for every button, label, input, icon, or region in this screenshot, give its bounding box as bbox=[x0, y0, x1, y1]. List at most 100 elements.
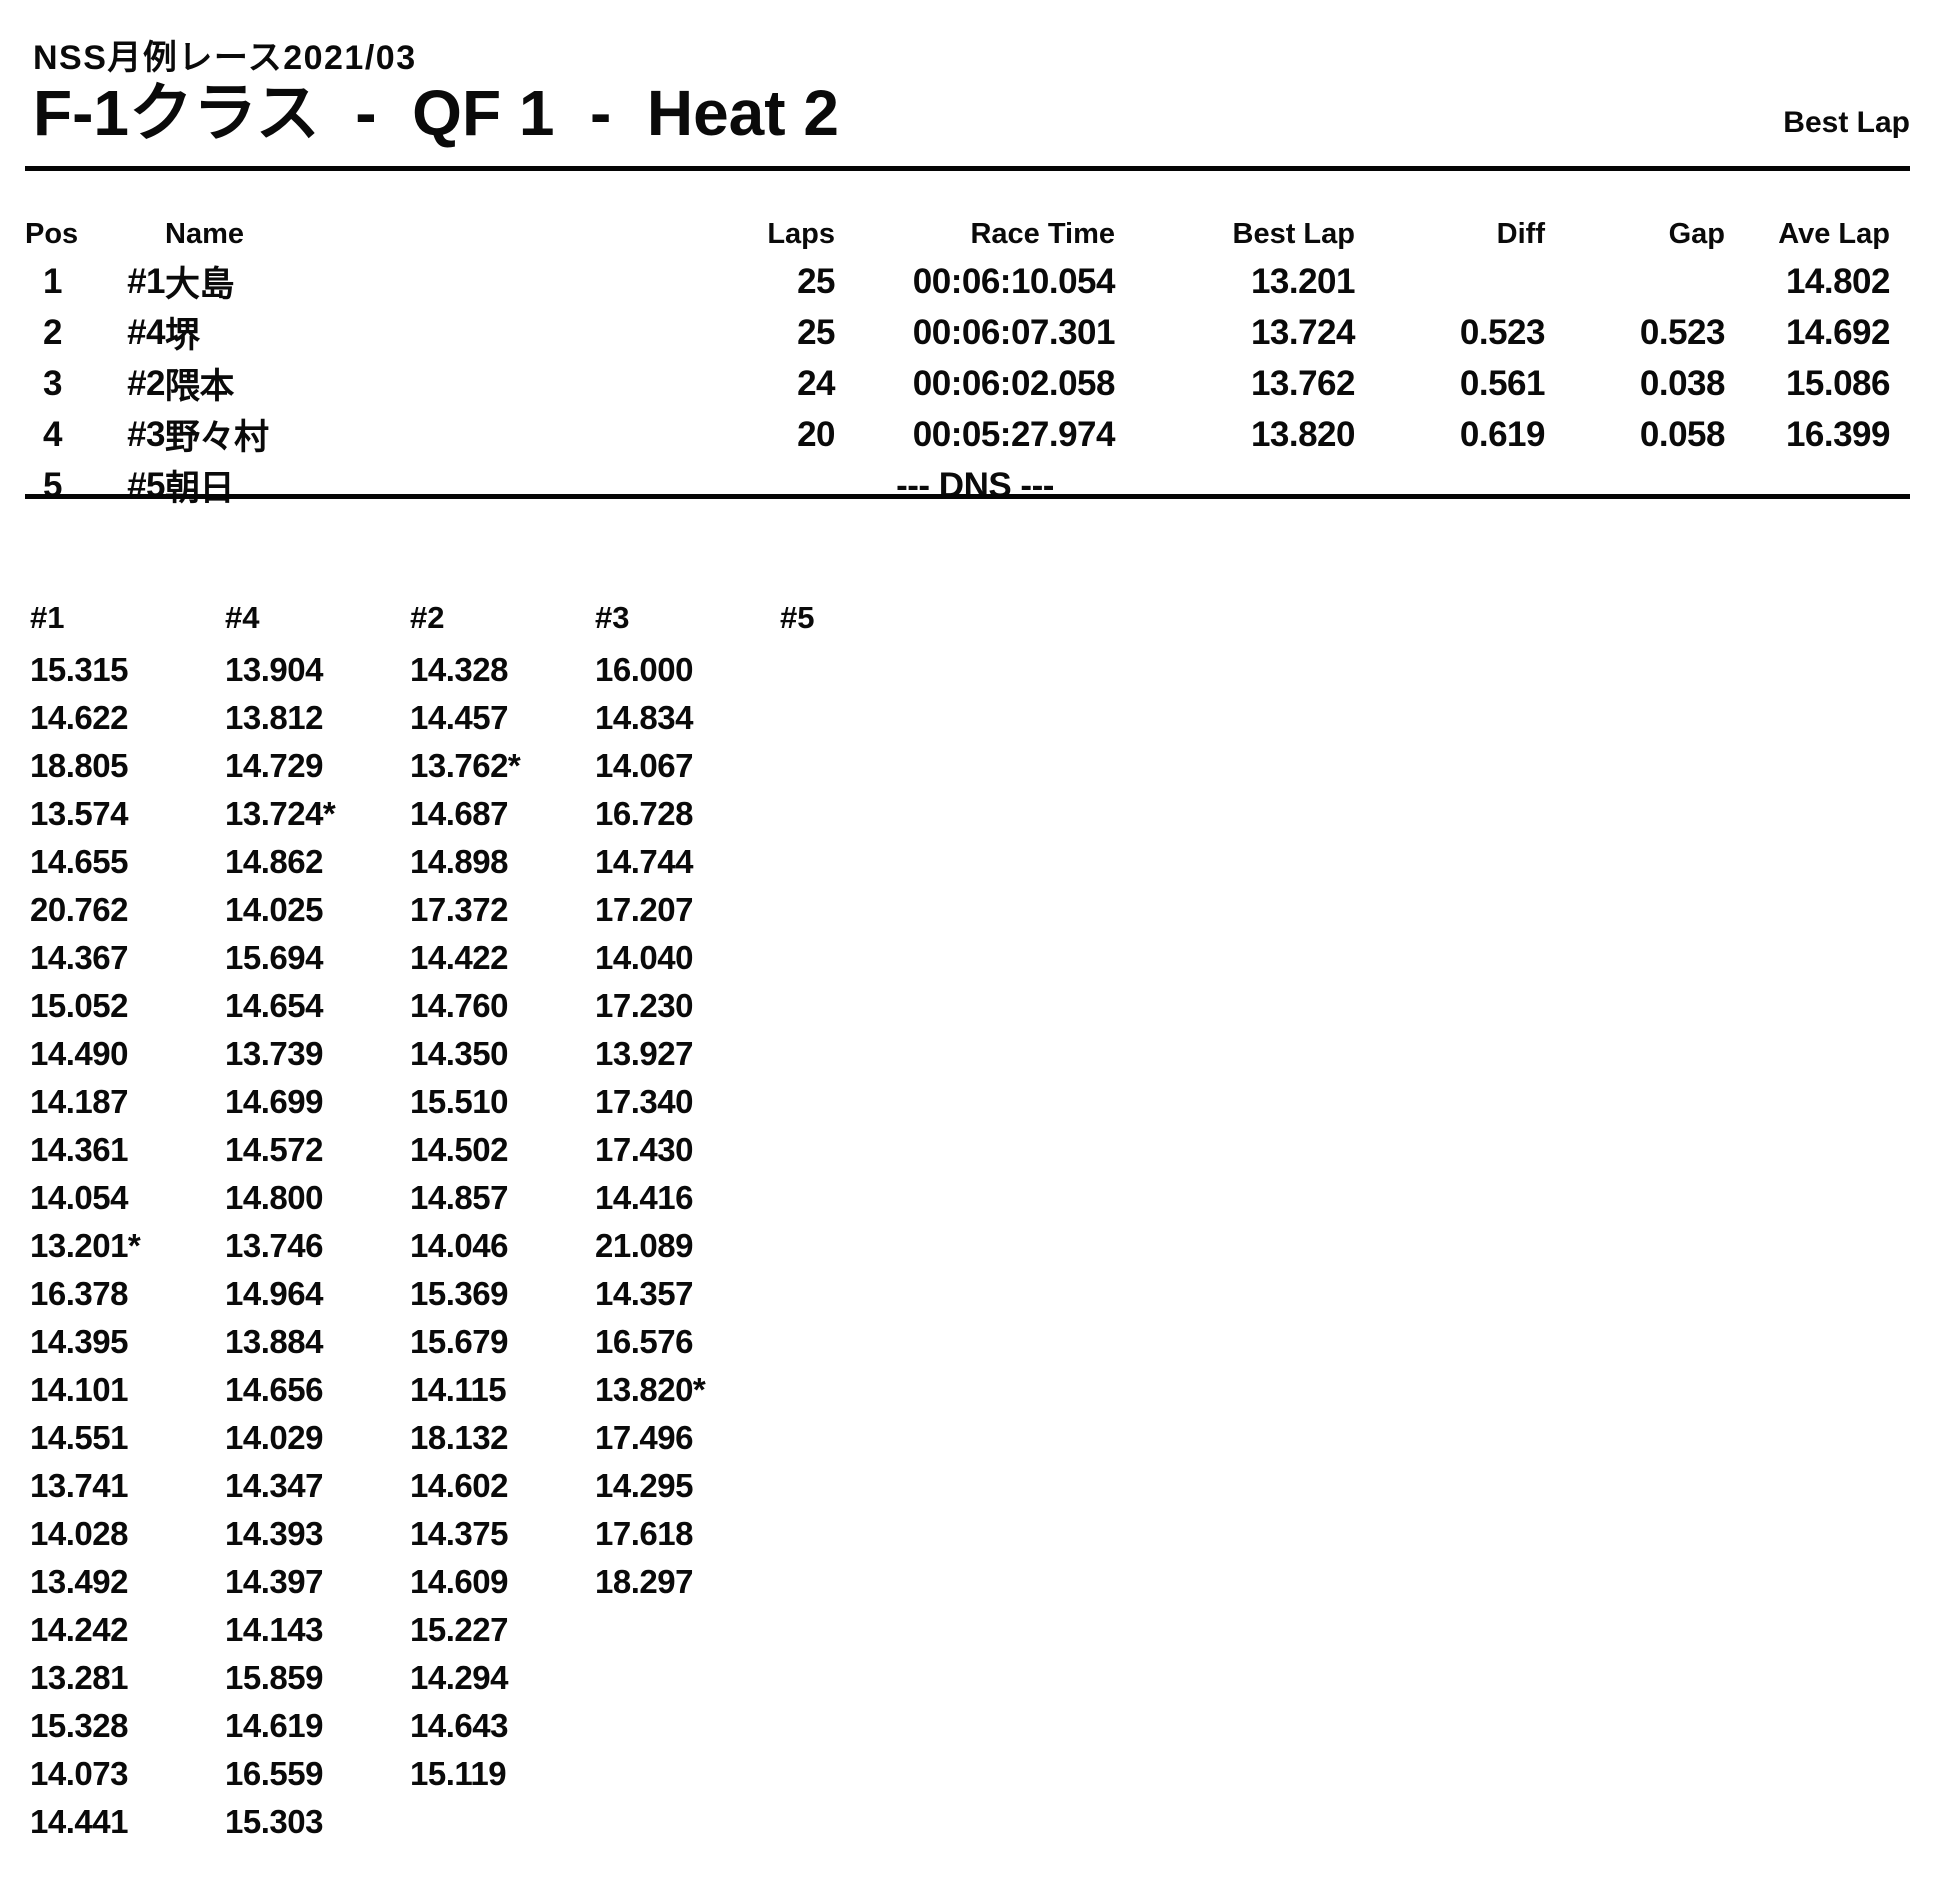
lap-time: 13.746 bbox=[225, 1227, 323, 1264]
lap-time: 14.295 bbox=[595, 1467, 693, 1504]
results-table: Pos Name Laps Race Time Best Lap Diff Ga… bbox=[25, 212, 1891, 511]
lap-time: 14.115 bbox=[410, 1371, 507, 1408]
lap-time: 17.340 bbox=[595, 1083, 693, 1120]
results-table-body: 1 #1 大島 25 00:06:10.054 13.201 14.802 2 #4 堺 25 00:… bbox=[25, 256, 1890, 511]
cell-ave-lap: 16.399 bbox=[1785, 414, 1891, 454]
lap-time: 14.699 bbox=[225, 1083, 323, 1120]
lap-time: 17.618 bbox=[595, 1515, 693, 1552]
lap-time: 13.762* bbox=[410, 747, 521, 784]
result-row: 4 #3 野々村 20 00:05:27.974 13.820 0.619 0.058 16.3… bbox=[25, 409, 1890, 460]
lap-time: 14.029 bbox=[225, 1419, 323, 1456]
lap-time: 15.694 bbox=[225, 939, 323, 976]
lap-time: 14.687 bbox=[410, 795, 508, 832]
lap-time: 13.904 bbox=[225, 651, 323, 688]
lap-time: 14.422 bbox=[410, 939, 508, 976]
divider-top bbox=[25, 166, 1910, 171]
cell-best-lap: 13.762 bbox=[1250, 363, 1356, 403]
cell-best-lap: 13.201 bbox=[1250, 261, 1356, 301]
col-header-ave-lap: Ave Lap bbox=[1778, 217, 1890, 250]
lap-time: 14.073 bbox=[30, 1755, 128, 1792]
lap-column-header: #3 bbox=[595, 600, 630, 635]
cell-name: 大島 bbox=[165, 265, 235, 304]
cell-gap bbox=[1545, 256, 1725, 307]
lap-time: 14.656 bbox=[225, 1371, 323, 1408]
cell-car: #3 bbox=[127, 414, 165, 454]
lap-time: 13.492 bbox=[30, 1563, 128, 1600]
lap-time: 14.834 bbox=[595, 699, 693, 736]
lap-time: 14.490 bbox=[30, 1035, 128, 1072]
lap-time: 14.361 bbox=[30, 1131, 128, 1168]
lap-column-header: #1 bbox=[30, 600, 65, 635]
lap-time: 14.441 bbox=[30, 1803, 128, 1840]
result-row: 5 #5 朝日 --- DNS --- bbox=[25, 460, 1890, 511]
result-row: 1 #1 大島 25 00:06:10.054 13.201 14.802 bbox=[25, 256, 1890, 307]
result-row: 2 #4 堺 25 00:06:07.301 13.724 0.523 0.523 14.692 bbox=[25, 307, 1890, 358]
cell-pos: 3 bbox=[43, 363, 62, 403]
lap-time: 14.416 bbox=[595, 1179, 693, 1216]
lap-column-header: #2 bbox=[410, 600, 445, 635]
lap-time: 16.728 bbox=[595, 795, 693, 832]
cell-gap: 0.058 bbox=[1639, 414, 1726, 454]
lap-time: 17.207 bbox=[595, 891, 693, 928]
cell-name: 朝日 bbox=[165, 469, 235, 508]
lap-column-header: #5 bbox=[780, 600, 815, 635]
lap-time: 14.862 bbox=[225, 843, 323, 880]
lap-time: 14.602 bbox=[410, 1467, 508, 1504]
cell-laps: 25 bbox=[797, 261, 835, 301]
cell-gap bbox=[1545, 460, 1725, 511]
cell-ave-lap: 14.692 bbox=[1785, 312, 1891, 352]
cell-car: #5 bbox=[127, 465, 165, 505]
cell-car: #1 bbox=[127, 261, 165, 301]
lap-time: 18.805 bbox=[30, 747, 128, 784]
lap-time: 14.187 bbox=[30, 1083, 128, 1120]
cell-name: 野々村 bbox=[165, 418, 269, 457]
lap-time: 14.350 bbox=[410, 1035, 508, 1072]
lap-column-2: #2 14.328 14.457 13.762* 14.687 14.898 17.372 1… bbox=[410, 596, 602, 1798]
lap-time: 14.551 bbox=[30, 1419, 128, 1456]
corner-best-lap-label: Best Lap bbox=[1783, 106, 1910, 139]
col-header-car bbox=[80, 212, 165, 256]
cell-best-lap: 13.820 bbox=[1250, 414, 1356, 454]
event-title: NSS月例レース2021/03 bbox=[33, 39, 417, 77]
lap-column-header: #4 bbox=[225, 600, 260, 635]
results-header-row: Pos Name Laps Race Time Best Lap Diff Ga… bbox=[25, 212, 1890, 256]
lap-time: 14.028 bbox=[30, 1515, 128, 1552]
lap-time: 15.119 bbox=[410, 1755, 507, 1792]
lap-time: 14.328 bbox=[410, 651, 508, 688]
col-header-laps: Laps bbox=[767, 217, 835, 250]
lap-time: 13.820* bbox=[595, 1371, 706, 1408]
lap-time: 15.315 bbox=[30, 651, 128, 688]
lap-time: 14.395 bbox=[30, 1323, 128, 1360]
lap-time: 17.430 bbox=[595, 1131, 693, 1168]
lap-time: 14.046 bbox=[410, 1227, 508, 1264]
lap-time: 14.729 bbox=[225, 747, 323, 784]
lap-time: 14.857 bbox=[410, 1179, 508, 1216]
cell-best-lap: 13.724 bbox=[1250, 312, 1356, 352]
cell-ave-lap: 14.802 bbox=[1785, 261, 1891, 301]
lap-time: 20.762 bbox=[30, 891, 128, 928]
lap-column-5: #5 bbox=[780, 596, 972, 646]
divider-bottom bbox=[25, 494, 1910, 499]
lap-time: 14.760 bbox=[410, 987, 508, 1024]
cell-laps bbox=[670, 460, 835, 511]
lap-time: 15.052 bbox=[30, 987, 128, 1024]
lap-column-1: #1 15.315 14.622 18.805 13.574 14.655 20.762 14… bbox=[30, 596, 222, 1846]
lap-time: 14.397 bbox=[225, 1563, 323, 1600]
lap-column-3: #3 16.000 14.834 14.067 16.728 14.744 17.207 14… bbox=[595, 596, 787, 1606]
lap-time: 15.227 bbox=[410, 1611, 508, 1648]
lap-time: 14.654 bbox=[225, 987, 323, 1024]
lap-time: 13.724* bbox=[225, 795, 336, 832]
lap-time: 13.201* bbox=[30, 1227, 141, 1264]
cell-ave-lap bbox=[1725, 460, 1890, 511]
lap-time: 14.964 bbox=[225, 1275, 323, 1312]
lap-times-table: #1 15.315 14.622 18.805 13.574 14.655 20.762 14… bbox=[0, 596, 1948, 1876]
lap-time: 13.927 bbox=[595, 1035, 693, 1072]
lap-time: 14.744 bbox=[595, 843, 693, 880]
lap-time: 15.679 bbox=[410, 1323, 508, 1360]
lap-time: 17.230 bbox=[595, 987, 693, 1024]
cell-gap: 0.038 bbox=[1639, 363, 1726, 403]
cell-diff bbox=[1355, 460, 1545, 511]
lap-time: 14.643 bbox=[410, 1707, 508, 1744]
cell-race-time: --- DNS --- bbox=[896, 465, 1054, 505]
lap-time: 21.089 bbox=[595, 1227, 693, 1264]
